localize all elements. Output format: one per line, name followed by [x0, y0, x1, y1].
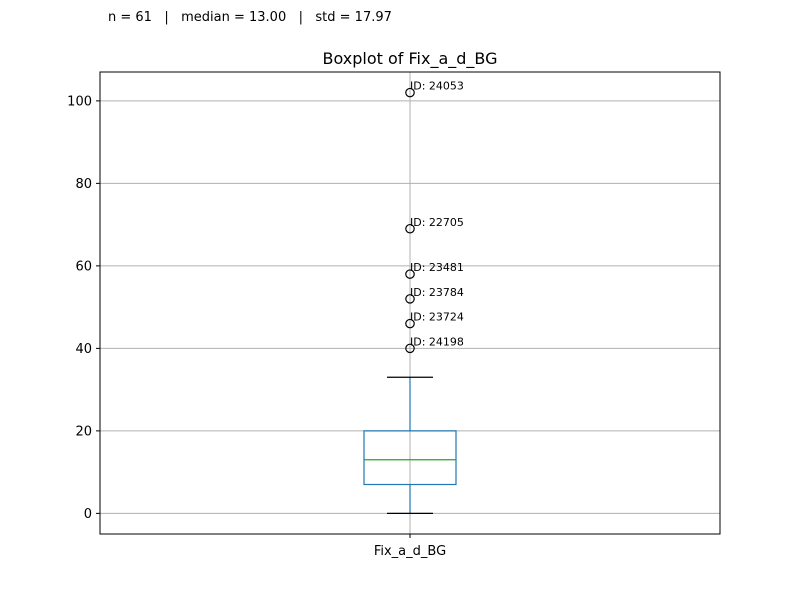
x-tick-label: Fix_a_d_BG	[374, 544, 446, 559]
stats-summary: n = 61 | median = 13.00 | std = 17.97	[108, 10, 392, 25]
iqr-box	[363, 430, 457, 486]
y-tick-label: 0	[84, 507, 92, 522]
outlier-label: ID: 24053	[410, 80, 464, 93]
outliers: ID: 24053 ID: 22705 ID: 23481 ID: 23784 ID: …	[405, 80, 464, 354]
outlier-point	[405, 87, 415, 98]
grid	[100, 72, 720, 534]
y-tick-label: 60	[75, 259, 92, 274]
outlier-point	[405, 318, 415, 329]
y-tick-label: 100	[67, 94, 92, 109]
outlier-label: ID: 23481	[410, 261, 464, 274]
outlier-point	[405, 223, 415, 234]
y-tick-label: 40	[75, 342, 92, 357]
box-group	[363, 376, 457, 515]
y-tick-label: 80	[75, 177, 92, 192]
chart-title: Boxplot of Fix_a_d_BG	[322, 49, 497, 69]
outlier-label: ID: 23784	[410, 286, 464, 299]
outlier-point	[405, 269, 415, 279]
outlier-label: ID: 24198	[410, 335, 464, 348]
outlier-label: ID: 23724	[410, 311, 464, 324]
outlier-point	[405, 343, 415, 354]
y-axis: 0 20 40 60 80 100	[67, 94, 411, 538]
outlier-label: ID: 22705	[410, 216, 464, 229]
y-tick-label: 20	[75, 424, 92, 439]
outlier-point	[405, 294, 415, 304]
